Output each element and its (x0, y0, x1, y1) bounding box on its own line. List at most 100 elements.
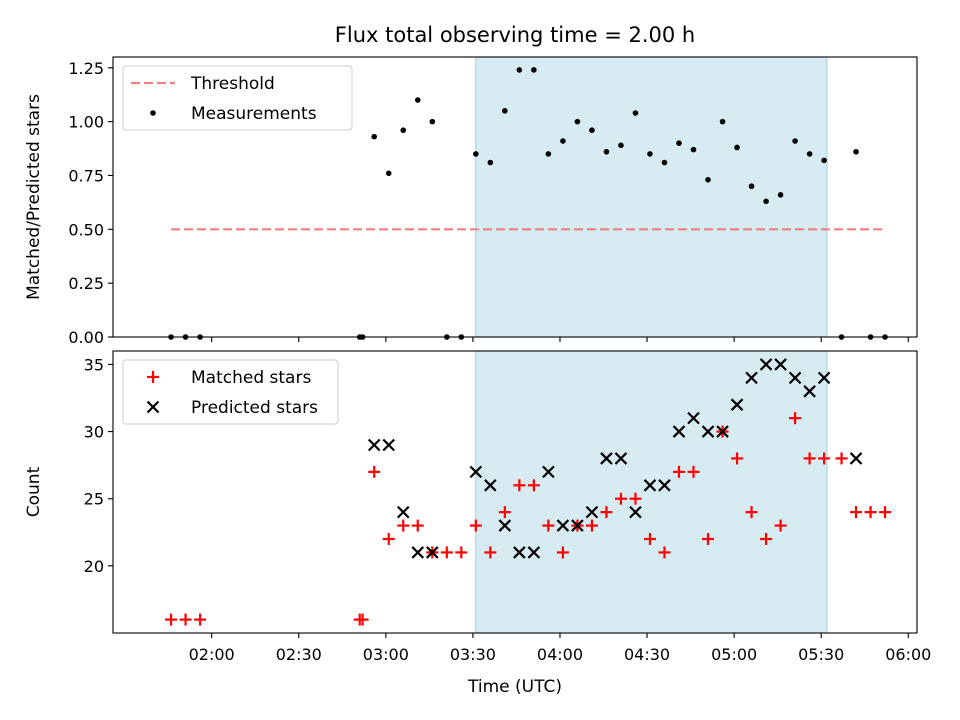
predicted-stars-point (672, 425, 686, 438)
measurement-point (473, 151, 479, 157)
x-stroke (701, 425, 715, 438)
x-stroke (600, 452, 613, 465)
measurement-point (676, 140, 682, 146)
matched-stars-point (411, 519, 424, 532)
y-tick-label: 0.00 (68, 328, 104, 347)
panel-star-counts: 20 25 30 35 02:00 02:30 03:00 03:30 04:00 04:30 05… (24, 350, 931, 697)
predicted-stars-point (367, 438, 381, 452)
matched-stars-point (556, 546, 569, 559)
y-tick-label: 0.25 (68, 274, 104, 293)
matched-stars-point (440, 546, 453, 559)
predicted-stars-point (484, 479, 497, 492)
x-tick-label: 03:30 (450, 645, 496, 664)
predicted-stars-point (687, 411, 700, 425)
predicted-stars-point (600, 452, 613, 465)
matched-stars-point (731, 452, 744, 465)
x-stroke (629, 505, 642, 519)
x-stroke (658, 479, 671, 492)
x-stroke (774, 358, 787, 371)
measurement-point (647, 151, 653, 157)
x-stroke (382, 438, 396, 452)
y-tick-label: 1.00 (68, 113, 104, 132)
matched-stars-point (803, 452, 816, 465)
panel-flux-ratio: 0.00 0.25 0.50 0.75 1.00 1.25 Matched/Predicte… (24, 56, 918, 347)
x-stroke (817, 371, 831, 385)
predicted-stars-point (614, 452, 628, 465)
predicted-stars-point (426, 546, 439, 559)
y-tick-label: 20 (84, 557, 104, 576)
x-stroke (849, 452, 863, 465)
predicted-stars-point (643, 479, 657, 492)
measurement-point (632, 110, 639, 116)
matched-stars-point (818, 452, 831, 465)
predicted-stars-point (542, 465, 555, 479)
legend-label: Threshold (190, 74, 275, 94)
legend-label: Predicted stars (191, 398, 318, 418)
measurement-point (853, 148, 859, 155)
figure-title: Flux total observing time = 2.00 h (335, 23, 695, 47)
y-tick-label: 25 (84, 490, 104, 509)
legend-box (122, 359, 339, 425)
predicted-stars-point (759, 358, 773, 371)
y-tick-label: 0.50 (68, 220, 104, 239)
legend-label: Matched stars (191, 368, 311, 388)
predicted-stars-point (571, 519, 584, 532)
axes-frame (112, 350, 918, 634)
x-tick-label: 04:00 (537, 645, 583, 664)
matched-stars-point (469, 519, 482, 532)
x-stroke (716, 425, 729, 438)
predicted-stars-point (716, 425, 729, 438)
measurement-point (545, 151, 552, 157)
predicted-stars-point (803, 385, 816, 398)
matched-stars-point (629, 492, 642, 505)
matched-stars-point (382, 533, 395, 545)
x-stroke (788, 371, 802, 385)
x-stroke (803, 385, 816, 398)
matched-stars-point (368, 465, 381, 478)
matched-stars-point (194, 613, 207, 626)
matched-stars-point (165, 613, 178, 626)
measurement-point (821, 157, 827, 164)
legend: Threshold Measurements (122, 65, 353, 131)
matched-stars-point (455, 546, 468, 559)
x-stroke (469, 465, 483, 479)
x-stroke (484, 479, 497, 492)
predicted-stars-point (788, 371, 802, 385)
y-tick-label: 1.25 (68, 59, 104, 78)
measurement-point (487, 159, 494, 166)
matched-stars-point (879, 506, 892, 519)
x-stroke (396, 505, 410, 519)
legend-predicted-swatch (146, 400, 160, 414)
measurement-point (690, 146, 697, 153)
predicted-stars-point (411, 546, 425, 559)
legend: Matched stars Predicted stars (122, 359, 339, 425)
predicted-stars-point (498, 519, 512, 532)
x-stroke (730, 398, 744, 411)
x-tick-label: 05:30 (798, 645, 844, 664)
predicted-stars-point (629, 505, 642, 519)
x-stroke (672, 425, 686, 438)
predicted-stars-point (730, 398, 744, 411)
matched-stars-point (745, 506, 758, 519)
x-axis-label: Time (UTC) (467, 677, 562, 697)
x-stroke (571, 519, 584, 532)
matched-stars-point (527, 479, 540, 492)
measurement-point (560, 138, 566, 144)
x-tick-label: 02:30 (276, 645, 322, 664)
matched-stars-point (542, 519, 555, 532)
matched-stars-point (774, 519, 787, 532)
x-stroke (745, 371, 758, 385)
predicted-stars-point (817, 371, 831, 385)
measurement-point (618, 142, 624, 149)
x-stroke (411, 546, 425, 559)
y-axis-label: Matched/Predicted stars (24, 94, 44, 300)
legend-measurement-swatch (150, 110, 156, 116)
matched-stars-point (835, 452, 848, 465)
x-stroke (687, 411, 700, 425)
predicted-stars-point (556, 519, 570, 532)
measurement-point (429, 118, 436, 125)
measurement-point (574, 118, 581, 125)
x-stroke (585, 505, 599, 519)
x-stroke (367, 438, 381, 452)
